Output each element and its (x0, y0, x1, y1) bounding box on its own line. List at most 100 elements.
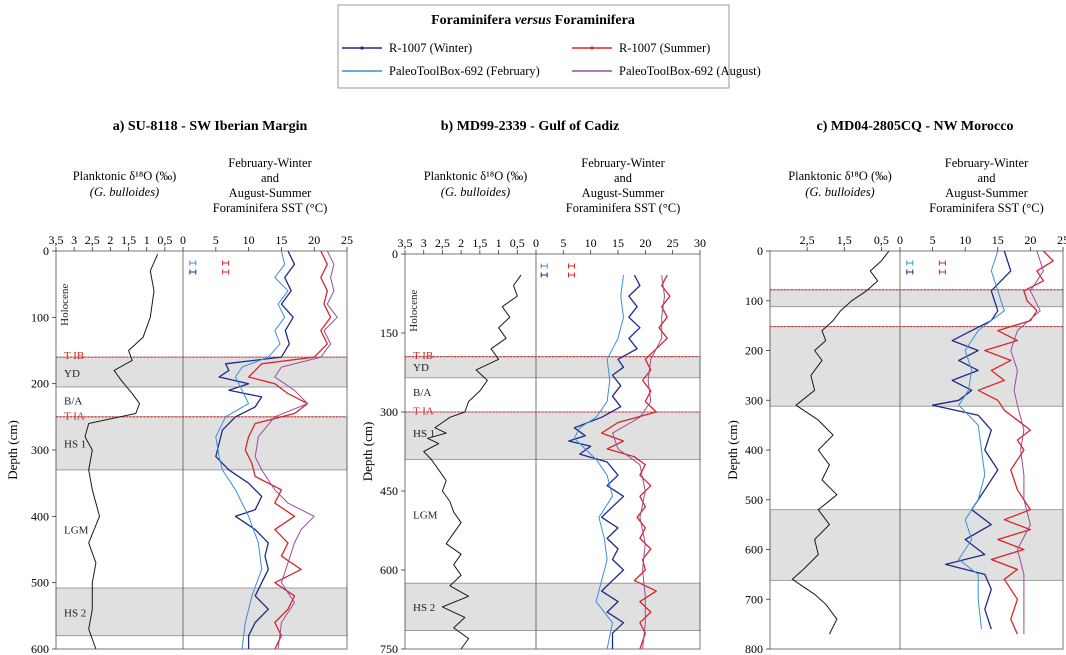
legend-label-february: PaleoToolBox-692 (February) (389, 64, 540, 78)
isotope-tick-label: 0,5 (874, 233, 889, 247)
isotope-tick-label: 3,5 (398, 236, 413, 250)
stage-label: Holocene (408, 289, 420, 331)
isotope-tick-label: 3 (71, 233, 77, 247)
legend-frame (337, 4, 730, 89)
y-tick-label: 300 (380, 405, 398, 419)
series-line-august (612, 275, 665, 650)
legend: Foraminifera versus Foraminifera R-1007 … (337, 4, 761, 89)
sst-tick-label: 10 (959, 233, 971, 247)
isotope-axis-label: Planktonic δ¹⁸O (‰) (788, 169, 892, 183)
stage-label: B/A (64, 395, 82, 407)
y-tick-label: 600 (745, 543, 763, 557)
series-line-february (958, 250, 1005, 630)
sst-axis-label-line: Foraminifera SST (°C) (566, 201, 680, 215)
sst-axis-label-line: and (261, 171, 280, 185)
stage-label: HS 1 (64, 438, 86, 450)
sst-axis-label-line: August-Summer (582, 186, 665, 200)
event-band (769, 509, 1064, 581)
stage-label: LGM (64, 525, 89, 537)
y-tick-label: 600 (380, 563, 398, 577)
sst-tick-label: 5 (213, 233, 219, 247)
series-line-isotope (423, 274, 522, 650)
isotope-tick-label: 2,5 (435, 236, 450, 250)
sst-tick-label: 20 (308, 233, 320, 247)
legend-marker-summer (590, 46, 594, 50)
stage-label: HS 2 (413, 602, 435, 614)
y-tick-label: 800 (745, 642, 763, 655)
y-tick-label: 300 (31, 443, 49, 457)
y-tick-label: 500 (31, 576, 49, 590)
series-line-winter (931, 250, 1012, 630)
isotope-tick-label: 1 (496, 236, 502, 250)
stage-label: T IA (413, 405, 434, 417)
series-line-summer (244, 250, 332, 650)
legend-label-august: PaleoToolBox-692 (August) (619, 64, 761, 78)
event-band (55, 416, 348, 471)
isotope-tick-label: 0,5 (157, 233, 172, 247)
sst-axis-label-line: and (977, 171, 996, 185)
series-line-isotope (84, 254, 159, 650)
sst-axis-label-line: February-Winter (228, 156, 312, 170)
y-tick-label: 0 (392, 247, 398, 261)
legend-title-plain: Foraminifera (431, 13, 515, 28)
legend-label-summer: R-1007 (Summer) (619, 41, 710, 55)
legend-label-winter: R-1007 (Winter) (389, 41, 472, 55)
series-line-february (215, 250, 289, 650)
y-tick-label: 150 (380, 326, 398, 340)
panel-title: c) MD04-2805CQ - NW Morocco (817, 119, 1014, 134)
isotope-tick-label: 3 (421, 236, 427, 250)
event-band (404, 356, 701, 379)
event-band (404, 582, 701, 631)
y-tick-label: 600 (31, 642, 49, 655)
sst-tick-label: 5 (930, 233, 936, 247)
panel-title: a) SU-8118 - SW Iberian Margin (113, 119, 308, 134)
y-axis-label: Depth (cm) (360, 422, 375, 482)
series-line-isotope (791, 250, 890, 635)
sst-tick-label: 20 (639, 236, 651, 250)
event-band (769, 326, 1064, 407)
stage-label: HS 2 (64, 608, 86, 620)
y-tick-label: 300 (745, 393, 763, 407)
event-band (55, 356, 348, 388)
sst-tick-label: 25 (667, 236, 679, 250)
series-line-winter (568, 274, 641, 649)
plot-frame (769, 250, 1064, 650)
y-tick-label: 700 (745, 592, 763, 606)
sst-tick-label: 30 (694, 236, 706, 250)
stage-label: T IA (64, 411, 85, 423)
isotope-species-label: (G. bulloides) (441, 185, 510, 199)
sst-tick-label: 20 (1024, 233, 1036, 247)
plot-frame (404, 253, 701, 650)
sst-tick-label: 0 (180, 233, 186, 247)
stage-label: Holocene (59, 284, 71, 326)
sst-axis-label-line: February-Winter (945, 156, 1029, 170)
y-tick-label: 200 (31, 377, 49, 391)
legend-title: Foraminifera versus Foraminifera (431, 13, 635, 28)
isotope-tick-label: 2 (107, 233, 113, 247)
stage-label: T IB (64, 350, 84, 362)
y-tick-label: 400 (31, 509, 49, 523)
event-band (55, 587, 348, 637)
isotope-axis-label: Planktonic δ¹⁸O (‰) (73, 169, 177, 183)
y-tick-label: 0 (757, 244, 763, 258)
stage-label: YD (64, 368, 80, 380)
y-tick-label: 0 (43, 244, 49, 258)
sst-tick-label: 10 (585, 236, 597, 250)
sst-tick-label: 15 (992, 233, 1004, 247)
isotope-tick-label: 2,5 (85, 233, 100, 247)
y-axis-label: Depth (cm) (725, 420, 740, 480)
isotope-tick-label: 2,5 (800, 233, 815, 247)
sst-axis-label-line: February-Winter (581, 156, 665, 170)
sst-tick-label: 0 (533, 236, 539, 250)
sst-axis-label-line: August-Summer (229, 186, 312, 200)
legend-marker-winter (360, 46, 364, 50)
series-line-august (1010, 250, 1044, 635)
sst-tick-label: 25 (1057, 233, 1066, 247)
isotope-tick-label: 3,5 (49, 233, 64, 247)
event-band (404, 411, 701, 460)
y-tick-label: 750 (380, 642, 398, 655)
stage-label: HS 1 (413, 428, 435, 440)
isotope-axis-label: Planktonic δ¹⁸O (‰) (424, 169, 528, 183)
sst-tick-label: 0 (897, 233, 903, 247)
series-line-august (254, 250, 338, 650)
